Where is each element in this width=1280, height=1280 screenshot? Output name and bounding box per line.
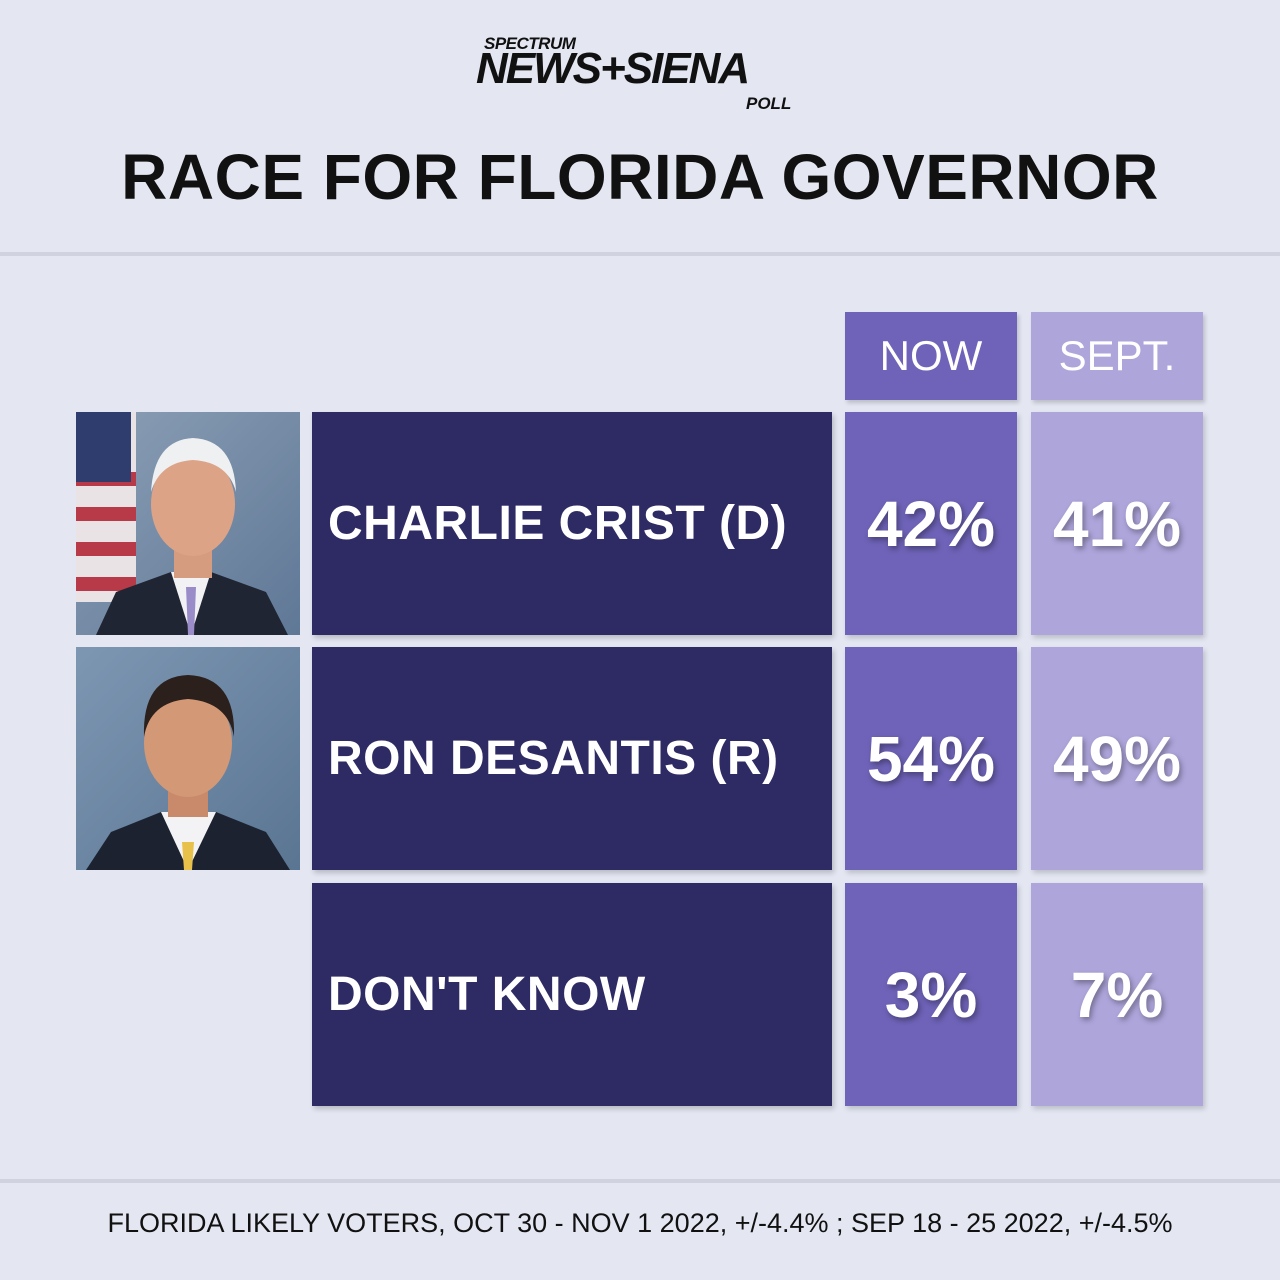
value-crist-sept: 41% xyxy=(1031,412,1203,635)
footer-divider xyxy=(0,1179,1280,1183)
candidate-name-desantis: RON DESANTIS (R) xyxy=(328,732,779,785)
header-divider xyxy=(0,252,1280,256)
header: SPECTRUM NEWS+SIENA POLL RACE FOR FLORID… xyxy=(0,0,1280,252)
logo-poll-text: POLL xyxy=(746,94,792,113)
ron-desantis-portrait-image xyxy=(76,647,300,870)
footnote-source: FLORIDA LIKELY VOTERS, OCT 30 - NOV 1 20… xyxy=(107,1208,1173,1238)
column-header-now: NOW xyxy=(845,312,1017,400)
page-title: RACE FOR FLORIDA GOVERNOR xyxy=(121,141,1159,213)
value-desantis-now: 54% xyxy=(845,647,1017,870)
charlie-crist-portrait-image xyxy=(76,412,300,635)
logo-spectrum-text: SPECTRUM xyxy=(484,34,576,53)
value-dont-know-sept: 7% xyxy=(1031,883,1203,1106)
candidate-label-desantis: RON DESANTIS (R) xyxy=(312,647,832,870)
charlie-crist-photo xyxy=(76,412,300,635)
candidate-label-dont-know: DON'T KNOW xyxy=(312,883,832,1106)
candidate-label-crist: CHARLIE CRIST (D) xyxy=(312,412,832,635)
column-header-sept: SEPT. xyxy=(1031,312,1203,400)
value-crist-now: 42% xyxy=(845,412,1017,635)
spectrum-news-siena-logo: SPECTRUM NEWS+SIENA POLL xyxy=(474,32,814,116)
ron-desantis-photo xyxy=(76,647,300,870)
value-dont-know-now: 3% xyxy=(845,883,1017,1106)
logo-news-siena-text: NEWS+SIENA xyxy=(476,44,750,93)
value-desantis-sept: 49% xyxy=(1031,647,1203,870)
candidate-name-crist: CHARLIE CRIST (D) xyxy=(328,497,788,550)
candidate-name-dont-know: DON'T KNOW xyxy=(328,968,646,1021)
